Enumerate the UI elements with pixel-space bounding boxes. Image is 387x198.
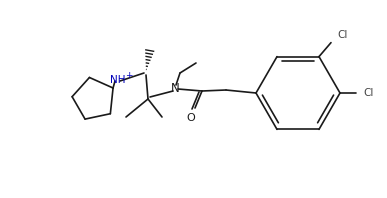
Text: NH: NH	[110, 75, 126, 85]
Text: +: +	[125, 70, 133, 80]
Text: Cl: Cl	[363, 88, 373, 98]
Text: Cl: Cl	[337, 30, 348, 40]
Text: O: O	[187, 113, 195, 123]
Text: N: N	[171, 82, 180, 94]
